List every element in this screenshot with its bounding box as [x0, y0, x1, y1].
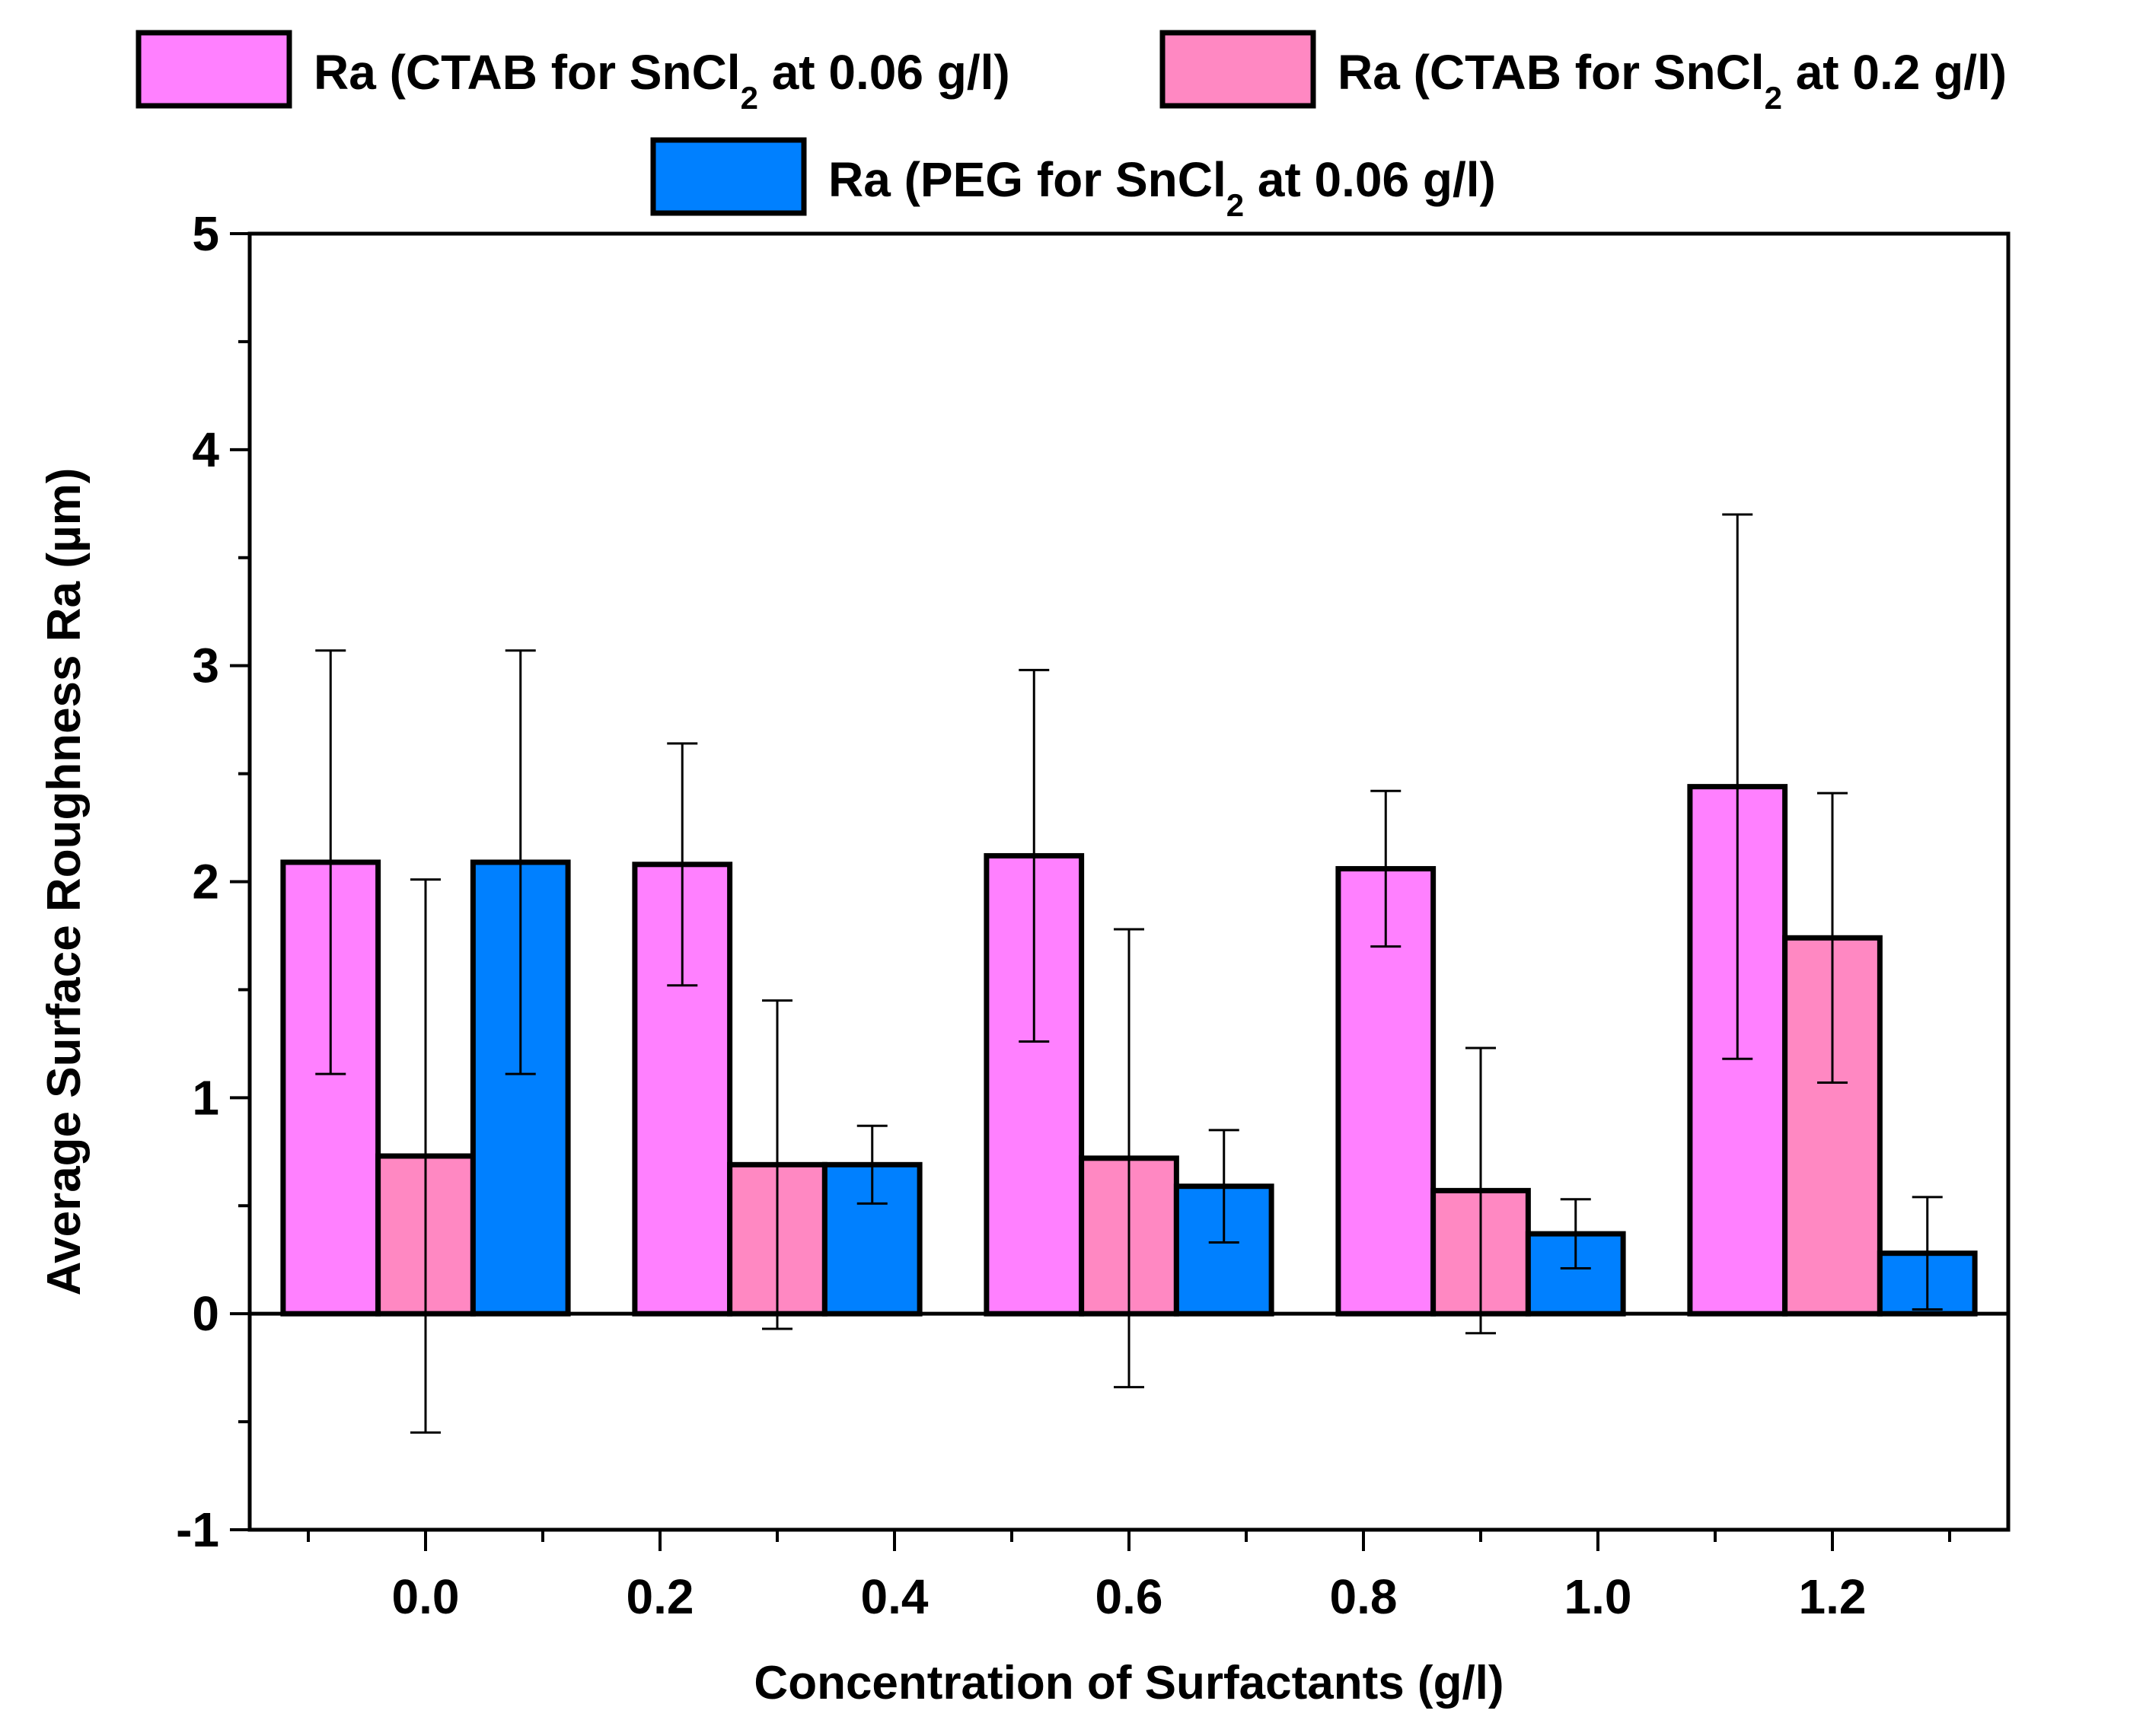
legend-label-2: Ra (CTAB for SnCl2 at 0.2 g/l) — [1338, 45, 2007, 116]
legend-label-suffix: at 0.06 g/l) — [758, 45, 1010, 100]
legend-label-3: Ra (PEG for SnCl2 at 0.06 g/l) — [828, 152, 1496, 223]
legend-label-subscript: 2 — [1765, 80, 1782, 116]
y-tick-label: 1 — [192, 1070, 219, 1125]
y-axis-title: Average Surface Roughness Ra (µm) — [38, 468, 91, 1296]
legend-label-suffix: at 0.06 g/l) — [1244, 152, 1496, 207]
legend-label-subscript: 2 — [741, 80, 758, 116]
x-tick-label: 0.0 — [392, 1569, 460, 1624]
legend-label-1: Ra (CTAB for SnCl2 at 0.06 g/l) — [314, 45, 1010, 116]
legend-entry-3: Ra (PEG for SnCl2 at 0.06 g/l) — [650, 137, 1496, 223]
legend: Ra (CTAB for SnCl2 at 0.06 g/l) Ra (CTAB … — [136, 30, 2007, 223]
legend-entry-2: Ra (CTAB for SnCl2 at 0.2 g/l) — [1159, 30, 2007, 116]
x-tick-label: 1.2 — [1799, 1569, 1867, 1624]
legend-label-main: Ra (CTAB for SnCl — [1338, 45, 1765, 100]
y-tick-label: 0 — [192, 1286, 219, 1341]
x-tick-label: 0.4 — [861, 1569, 929, 1624]
legend-label-main: Ra (PEG for SnCl — [828, 152, 1226, 207]
legend-entry-1: Ra (CTAB for SnCl2 at 0.06 g/l) — [136, 30, 1010, 116]
y-tick-label: 4 — [192, 422, 219, 477]
legend-swatch-2 — [1159, 30, 1316, 109]
x-axis-title: Concentration of Surfactants (g/l) — [754, 1657, 1504, 1709]
x-tick-label: 0.8 — [1330, 1569, 1398, 1624]
x-tick-label: 0.2 — [627, 1569, 694, 1624]
legend-label-main: Ra (CTAB for SnCl — [314, 45, 741, 100]
y-tick-label: 2 — [192, 855, 219, 909]
x-tick-label: 1.0 — [1564, 1569, 1632, 1624]
legend-swatch-1 — [136, 30, 292, 109]
legend-swatch-3 — [650, 137, 807, 216]
y-tick-label: 5 — [192, 206, 219, 261]
bars — [280, 513, 1978, 1434]
axes: -1 0 1 2 3 4 5 0.0 0.2 0.4 0.6 0.8 1.0 1.2 — [176, 206, 2011, 1624]
x-tick-label: 0.6 — [1095, 1569, 1163, 1624]
y-tick-label: 3 — [192, 639, 219, 693]
y-tick-label: -1 — [176, 1502, 219, 1557]
legend-label-subscript: 2 — [1226, 187, 1244, 223]
legend-label-suffix: at 0.2 g/l) — [1782, 45, 2007, 100]
